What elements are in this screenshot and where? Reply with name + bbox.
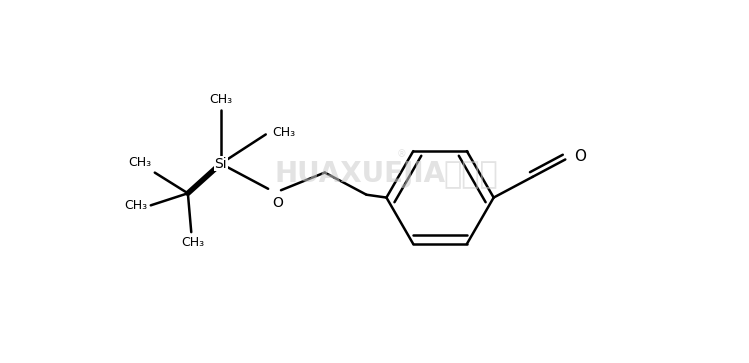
Text: 化学加: 化学加 (443, 160, 498, 189)
Text: CH₃: CH₃ (272, 126, 295, 139)
Text: O: O (273, 196, 283, 210)
Text: O: O (574, 149, 586, 164)
Text: HUAXUEJIA: HUAXUEJIA (275, 160, 446, 188)
Text: ®: ® (397, 149, 407, 159)
Text: CH₃: CH₃ (128, 156, 151, 169)
Text: CH₃: CH₃ (124, 199, 148, 212)
Text: Si: Si (214, 156, 227, 171)
Text: CH₃: CH₃ (209, 93, 232, 106)
Text: CH₃: CH₃ (181, 236, 204, 249)
